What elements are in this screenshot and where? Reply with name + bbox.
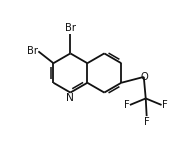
Text: Br: Br — [65, 23, 76, 33]
Text: F: F — [162, 100, 168, 110]
Text: Br: Br — [27, 46, 38, 56]
Text: F: F — [124, 100, 129, 110]
Text: O: O — [140, 72, 148, 82]
Text: F: F — [144, 117, 150, 127]
Text: N: N — [66, 93, 74, 103]
